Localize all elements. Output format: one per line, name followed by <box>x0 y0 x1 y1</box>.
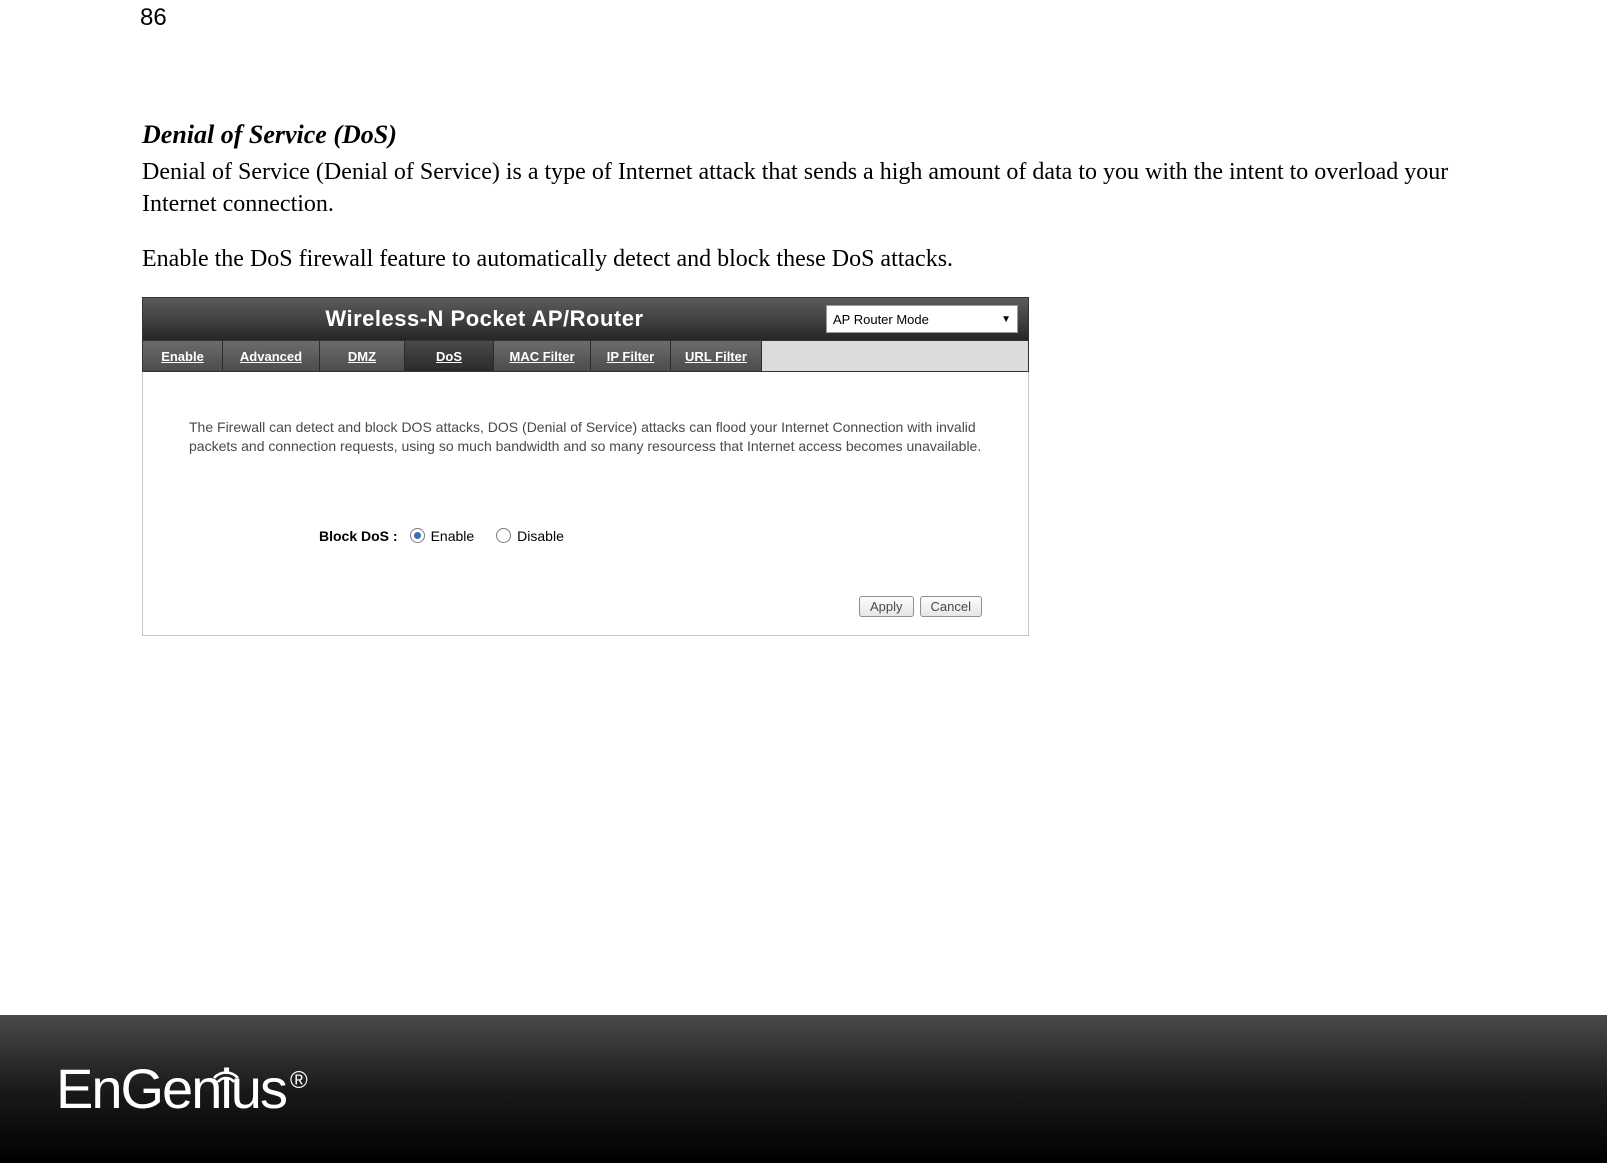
logo-text: EnGenius® <box>56 1061 306 1117</box>
apply-button[interactable]: Apply <box>859 596 914 617</box>
tab-row: EnableAdvancedDMZDoSMAC FilterIP FilterU… <box>142 341 1029 372</box>
page-footer: EnGenius® <box>0 1015 1607 1163</box>
page-number: 86 <box>140 4 167 32</box>
chevron-down-icon: ▼ <box>1001 314 1011 325</box>
paragraph-instruction: Enable the DoS firewall feature to autom… <box>142 243 1462 275</box>
registered-icon: ® <box>290 1067 306 1094</box>
router-header: Wireless-N Pocket AP/Router AP Router Mo… <box>142 297 1029 341</box>
router-ui: Wireless-N Pocket AP/Router AP Router Mo… <box>142 297 1029 636</box>
tab-ip-filter[interactable]: IP Filter <box>591 341 671 371</box>
radio-disable[interactable] <box>496 528 511 543</box>
mode-select-value: AP Router Mode <box>833 312 929 327</box>
radio-enable[interactable] <box>410 528 425 543</box>
logo-accent: i <box>220 1061 230 1117</box>
logo-text-pre: EnGen <box>56 1057 220 1120</box>
section-heading: Denial of Service (DoS) <box>142 120 1462 150</box>
tab-dmz[interactable]: DMZ <box>320 341 405 371</box>
radio-disable-label: Disable <box>517 528 564 544</box>
mode-select[interactable]: AP Router Mode ▼ <box>826 305 1018 333</box>
brand-logo: EnGenius® <box>56 1061 306 1117</box>
button-row: Apply Cancel <box>859 596 982 617</box>
cancel-button[interactable]: Cancel <box>920 596 982 617</box>
document-content: Denial of Service (DoS) Denial of Servic… <box>142 120 1462 636</box>
router-body: The Firewall can detect and block DOS at… <box>142 372 1029 636</box>
block-dos-row: Block DoS : Enable Disable <box>319 528 982 544</box>
radio-enable-label: Enable <box>431 528 475 544</box>
tab-enable[interactable]: Enable <box>143 341 223 371</box>
block-dos-label: Block DoS : <box>319 528 398 544</box>
page: 86 Denial of Service (DoS) Denial of Ser… <box>0 0 1607 1163</box>
wifi-icon <box>212 1039 240 1095</box>
tab-advanced[interactable]: Advanced <box>223 341 320 371</box>
radio-dot-icon <box>414 532 421 539</box>
dos-description: The Firewall can detect and block DOS at… <box>189 418 982 456</box>
tab-url-filter[interactable]: URL Filter <box>671 341 762 371</box>
router-title: Wireless-N Pocket AP/Router <box>143 306 826 332</box>
paragraph-intro: Denial of Service (Denial of Service) is… <box>142 156 1462 221</box>
tab-mac-filter[interactable]: MAC Filter <box>494 341 591 371</box>
tab-dos[interactable]: DoS <box>405 341 494 371</box>
